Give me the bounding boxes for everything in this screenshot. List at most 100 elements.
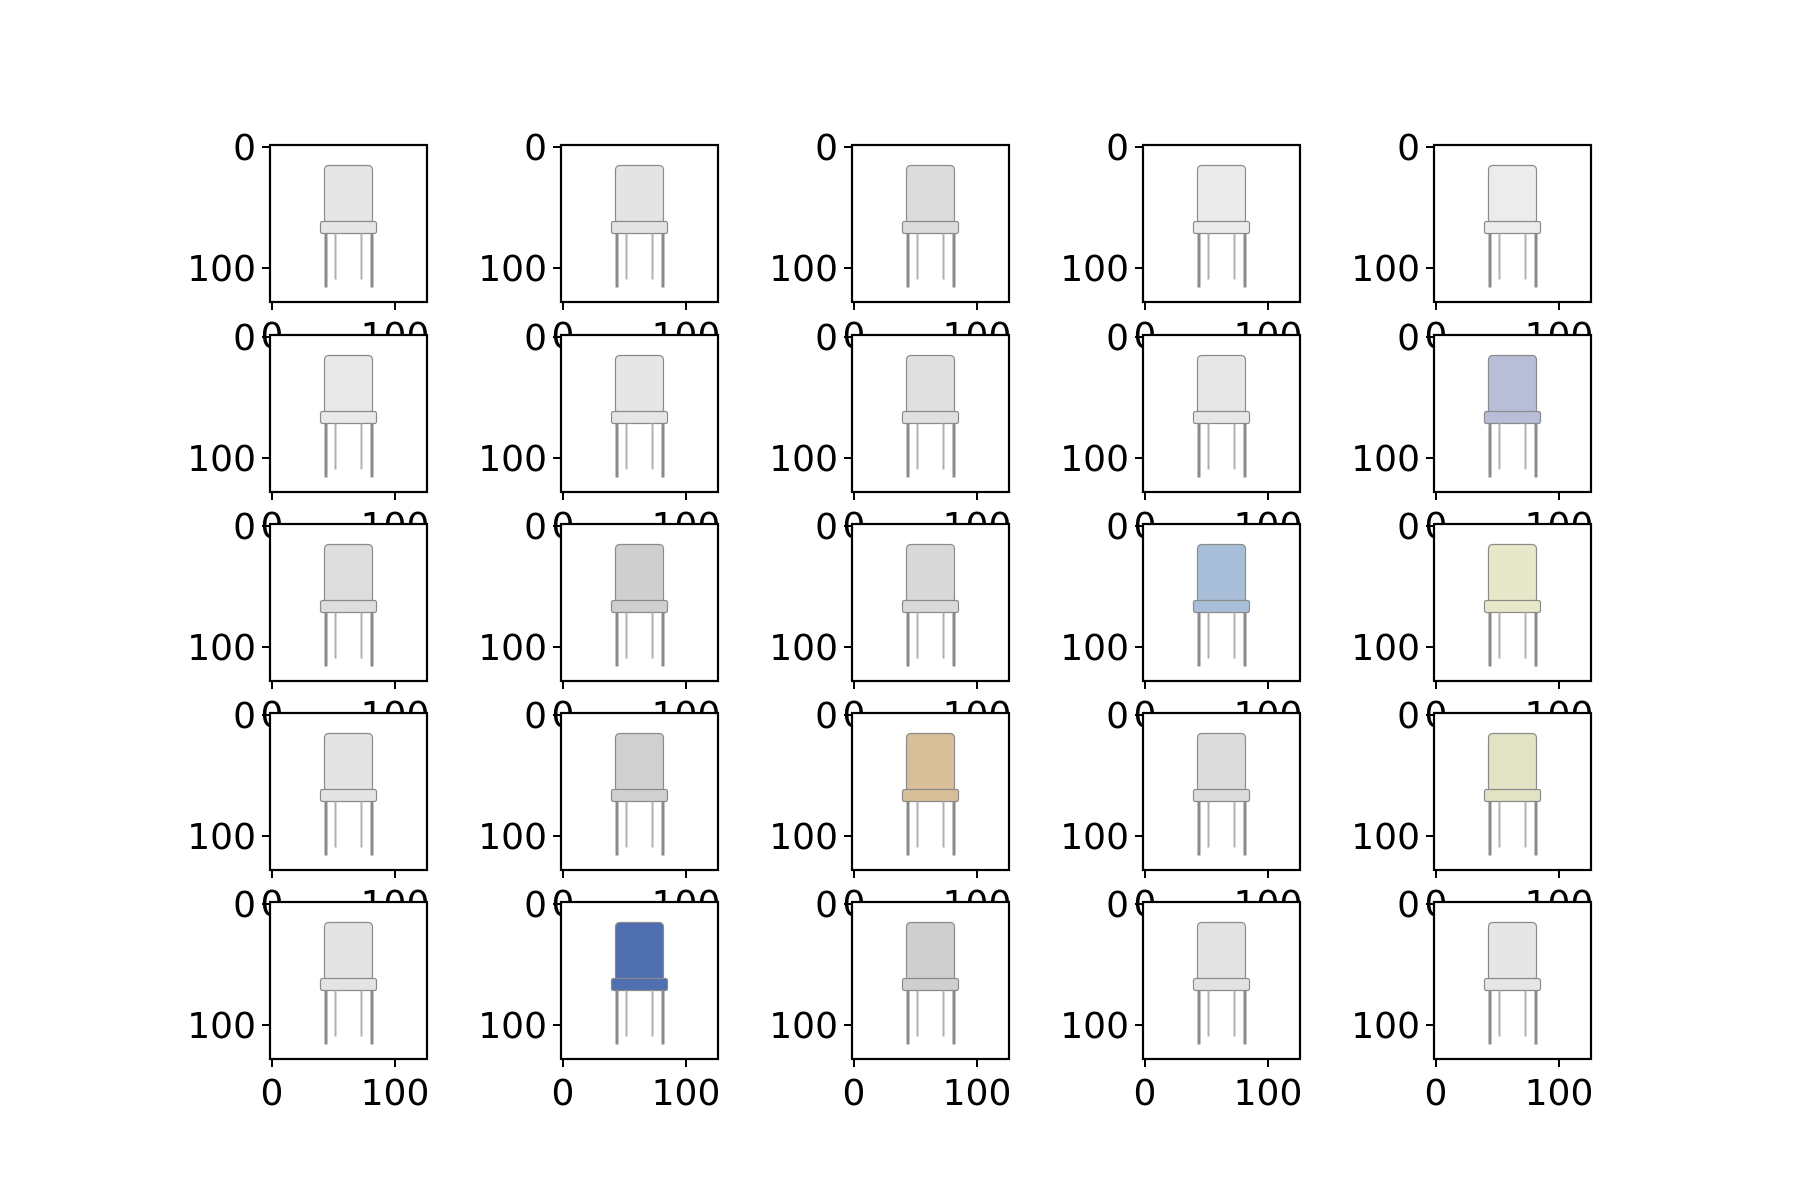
axes-frame: [850, 900, 1011, 1061]
axes-frame: [1141, 711, 1302, 872]
axes-frame: [850, 143, 1011, 304]
y-tick-label: 0: [1397, 318, 1420, 359]
y-tick-label: 100: [1060, 439, 1129, 480]
y-tick-label: 100: [478, 1006, 547, 1047]
y-tick-label: 100: [187, 439, 256, 480]
chair-image-tall-back-wooden-chair: [561, 335, 718, 492]
chair-image-slotted-back-chair: [270, 524, 427, 681]
chair-image-boxy-lounge-chair: [270, 335, 427, 492]
chair-image-rounded-back-chair: [1434, 902, 1591, 1059]
chair-image-cross-back-armchair-2: [1434, 713, 1591, 870]
y-tick-label: 0: [815, 885, 838, 926]
axes-frame: [1141, 143, 1302, 304]
chair-image-tan-club-chair: [852, 713, 1009, 870]
chair-image-cantilever-side-chair: [852, 524, 1009, 681]
x-tick-label: 0: [843, 1073, 866, 1114]
y-tick-label: 0: [233, 885, 256, 926]
y-tick-label: 100: [187, 249, 256, 290]
y-tick-label: 0: [1106, 507, 1129, 548]
y-tick-label: 100: [769, 628, 838, 669]
axes-frame: [268, 900, 429, 1061]
chair-image-slotted-back-chair-2: [1143, 713, 1300, 870]
y-tick-label: 100: [1060, 628, 1129, 669]
axes-frame: [559, 711, 720, 872]
y-tick-label: 100: [1351, 249, 1420, 290]
axes-frame: [559, 333, 720, 494]
axes-frame: [559, 900, 720, 1061]
chair-image-folded-paper-chair: [270, 902, 427, 1059]
y-tick-label: 100: [478, 439, 547, 480]
chair-image-ladder-back-chair: [1434, 335, 1591, 492]
axes-frame: [1141, 900, 1302, 1061]
y-tick-label: 100: [1351, 628, 1420, 669]
y-tick-label: 100: [769, 249, 838, 290]
axes-frame: [268, 711, 429, 872]
chair-image-office-swivel-chair: [852, 902, 1009, 1059]
axes-frame: [268, 333, 429, 494]
y-tick-label: 0: [1397, 507, 1420, 548]
chair-image-block-chair: [561, 524, 718, 681]
axes-frame: [850, 711, 1011, 872]
y-tick-label: 100: [1060, 1006, 1129, 1047]
y-tick-label: 0: [524, 318, 547, 359]
y-tick-label: 0: [524, 885, 547, 926]
axes-frame: [268, 522, 429, 683]
y-tick-label: 100: [769, 817, 838, 858]
y-tick-label: 0: [524, 696, 547, 737]
y-tick-label: 100: [1060, 817, 1129, 858]
y-tick-label: 0: [1397, 696, 1420, 737]
y-tick-label: 0: [233, 128, 256, 169]
axes-frame: [1432, 711, 1593, 872]
y-tick-label: 0: [815, 507, 838, 548]
y-tick-label: 0: [1106, 128, 1129, 169]
chair-image-shell-chair-thin-legs: [1143, 145, 1300, 302]
x-tick-label: 100: [1234, 1073, 1303, 1114]
x-tick-label: 100: [361, 1073, 430, 1114]
y-tick-label: 0: [1106, 696, 1129, 737]
y-tick-label: 0: [233, 318, 256, 359]
y-tick-label: 0: [233, 507, 256, 548]
y-tick-label: 0: [815, 318, 838, 359]
y-tick-label: 0: [815, 696, 838, 737]
axes-frame: [268, 143, 429, 304]
y-tick-label: 0: [524, 507, 547, 548]
axes-frame: [1141, 522, 1302, 683]
y-tick-label: 0: [1106, 318, 1129, 359]
y-tick-label: 0: [233, 696, 256, 737]
x-tick-label: 100: [652, 1073, 721, 1114]
chair-image-slatted-bench: [561, 145, 718, 302]
axes-frame: [850, 333, 1011, 494]
chair-image-zigzag-chair: [852, 145, 1009, 302]
y-tick-label: 0: [524, 128, 547, 169]
x-tick-label: 100: [1525, 1073, 1594, 1114]
chair-image-arched-back-chair: [270, 713, 427, 870]
chair-image-cross-back-armchair: [1434, 524, 1591, 681]
chair-image-tall-frame-chair: [1434, 145, 1591, 302]
chair-image-white-upholstered-side-chair: [270, 145, 427, 302]
chair-image-metal-frame-armchair: [561, 713, 718, 870]
axes-frame: [1432, 900, 1593, 1061]
y-tick-label: 100: [187, 1006, 256, 1047]
x-tick-label: 100: [943, 1073, 1012, 1114]
x-tick-label: 0: [1425, 1073, 1448, 1114]
